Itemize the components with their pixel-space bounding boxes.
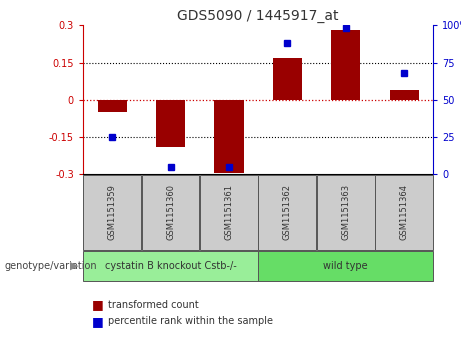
Bar (98, 100, 127, 112)
Bar (273, 58, 302, 100)
Text: GSM1151362: GSM1151362 (283, 184, 292, 240)
Text: GSM1151361: GSM1151361 (225, 184, 233, 240)
Text: ■: ■ (92, 298, 104, 311)
FancyBboxPatch shape (200, 175, 258, 250)
FancyBboxPatch shape (375, 175, 433, 250)
Text: GSM1151364: GSM1151364 (400, 184, 408, 240)
Title: GDS5090 / 1445917_at: GDS5090 / 1445917_at (177, 9, 339, 23)
Text: GSM1151360: GSM1151360 (166, 184, 175, 240)
Bar (214, 100, 243, 173)
FancyBboxPatch shape (83, 175, 141, 250)
Text: wild type: wild type (324, 261, 368, 271)
Text: GSM1151363: GSM1151363 (341, 184, 350, 240)
FancyBboxPatch shape (142, 175, 200, 250)
Text: GSM1151359: GSM1151359 (108, 184, 117, 240)
Text: ■: ■ (92, 315, 104, 328)
Text: genotype/variation: genotype/variation (5, 261, 97, 271)
Text: cystatin B knockout Cstb-/-: cystatin B knockout Cstb-/- (105, 261, 236, 271)
FancyBboxPatch shape (317, 175, 375, 250)
FancyBboxPatch shape (83, 251, 258, 281)
FancyBboxPatch shape (259, 175, 316, 250)
Bar (156, 100, 185, 147)
Text: ▶: ▶ (70, 261, 78, 271)
Bar (331, 30, 361, 100)
Text: transformed count: transformed count (108, 300, 199, 310)
FancyBboxPatch shape (259, 251, 433, 281)
Bar (390, 90, 419, 100)
Text: percentile rank within the sample: percentile rank within the sample (108, 316, 273, 326)
